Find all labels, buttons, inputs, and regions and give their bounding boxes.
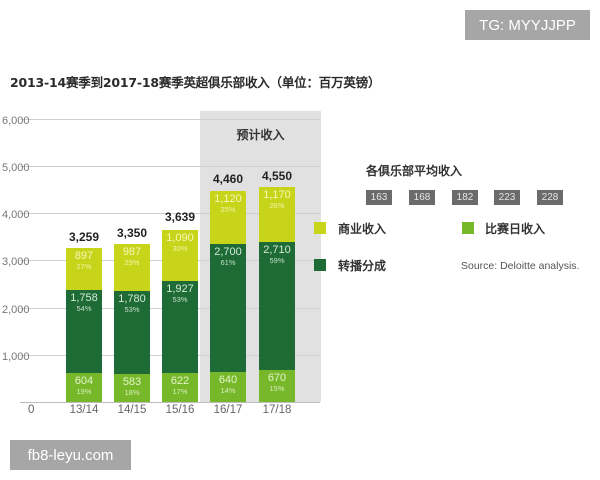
segment-broadcasting: 1,780 53% <box>114 291 150 374</box>
segment-value: 1,090 <box>166 232 194 244</box>
gridline-6000 <box>20 119 320 120</box>
segment-percent: 14% <box>220 386 236 395</box>
segment-value: 604 <box>74 375 94 387</box>
x-tick-14-15: 14/15 <box>117 404 147 416</box>
bar-16-17: 1,120 25% 2,700 61% 640 14% <box>210 191 246 402</box>
watermark-top-right: TG: MYYJJPP <box>465 10 590 40</box>
segment-commercial: 1,170 26% <box>259 187 295 242</box>
segment-matchday: 583 18% <box>114 374 150 402</box>
segment-percent: 30% <box>172 244 188 253</box>
y-tick-6000: 6,000 <box>2 115 30 127</box>
segment-matchday: 640 14% <box>210 372 246 402</box>
bar-14-15: 987 29% 1,780 53% 583 18% <box>114 244 150 402</box>
source-note: Source: Deloitte analysis. <box>461 260 580 272</box>
x-tick-17-18: 17/18 <box>262 404 292 416</box>
bar-total-13-14: 3,259 <box>68 230 100 244</box>
y-tick-4000: 4,000 <box>2 209 30 221</box>
segment-percent: 19% <box>76 387 92 396</box>
segment-value: 897 <box>74 250 94 262</box>
y-tick-5000: 5,000 <box>2 162 30 174</box>
segment-value: 640 <box>218 374 238 386</box>
forecast-label: 预计收入 <box>236 128 285 142</box>
bar-total-16-17: 4,460 <box>212 172 244 186</box>
legend-swatch-broadcasting <box>314 259 326 271</box>
segment-percent: 53% <box>172 295 188 304</box>
y-tick-0: 0 <box>28 404 35 416</box>
legend-swatch-matchday <box>462 222 474 234</box>
legend-label-commercial: 商业收入 <box>338 222 387 236</box>
segment-broadcasting: 2,710 59% <box>259 242 295 370</box>
y-tick-2000: 2,000 <box>2 304 30 316</box>
average-revenue-title: 各俱乐部平均收入 <box>366 164 463 178</box>
segment-matchday: 604 19% <box>66 373 102 402</box>
gridline-4000 <box>20 213 320 214</box>
segment-value: 1,780 <box>118 293 146 305</box>
segment-percent: 53% <box>124 305 140 314</box>
segment-broadcasting: 1,758 54% <box>66 290 102 373</box>
bar-13-14: 897 27% 1,758 54% 604 19% <box>66 248 102 402</box>
bar-total-15-16: 3,639 <box>164 210 196 224</box>
segment-percent: 18% <box>124 388 140 397</box>
segment-value: 2,710 <box>263 244 291 256</box>
segment-value: 622 <box>170 375 190 387</box>
legend-swatch-commercial <box>314 222 326 234</box>
segment-percent: 29% <box>124 258 140 267</box>
segment-percent: 15% <box>269 384 285 393</box>
average-value-13-14: 163 <box>366 190 392 205</box>
segment-percent: 25% <box>220 205 236 214</box>
segment-percent: 54% <box>76 304 92 313</box>
segment-commercial: 1,090 30% <box>162 230 198 281</box>
average-value-14-15: 168 <box>409 190 435 205</box>
segment-commercial: 897 27% <box>66 248 102 290</box>
legend-label-broadcasting: 转播分成 <box>338 259 387 273</box>
segment-percent: 59% <box>269 256 285 265</box>
x-tick-15-16: 15/16 <box>165 404 195 416</box>
segment-value: 987 <box>122 246 142 258</box>
average-value-15-16: 182 <box>452 190 478 205</box>
bar-total-14-15: 3,350 <box>116 226 148 240</box>
y-tick-3000: 3,000 <box>2 256 30 268</box>
watermark-bottom-left: fb8-leyu.com <box>10 440 131 470</box>
segment-matchday: 670 15% <box>259 370 295 402</box>
x-axis-line <box>20 402 320 403</box>
segment-value: 1,758 <box>70 292 98 304</box>
legend-label-matchday: 比赛日收入 <box>485 222 546 236</box>
segment-commercial: 1,120 25% <box>210 191 246 244</box>
bar-total-17-18: 4,550 <box>261 169 293 183</box>
segment-percent: 61% <box>220 258 236 267</box>
x-tick-16-17: 16/17 <box>213 404 243 416</box>
segment-percent: 27% <box>76 262 92 271</box>
segment-value: 670 <box>267 372 287 384</box>
segment-percent: 26% <box>269 201 285 210</box>
segment-value: 1,120 <box>214 193 242 205</box>
bar-17-18: 1,170 26% 2,710 59% 670 15% <box>259 187 295 402</box>
segment-matchday: 622 17% <box>162 373 198 402</box>
segment-value: 1,927 <box>166 283 194 295</box>
segment-value: 1,170 <box>263 189 291 201</box>
segment-value: 2,700 <box>214 246 242 258</box>
y-tick-1000: 1,000 <box>2 351 30 363</box>
x-tick-13-14: 13/14 <box>69 404 99 416</box>
segment-broadcasting: 2,700 61% <box>210 244 246 372</box>
gridline-5000 <box>20 166 320 167</box>
bar-15-16: 1,090 30% 1,927 53% 622 17% <box>162 230 198 402</box>
average-value-17-18: 228 <box>537 190 563 205</box>
segment-value: 583 <box>122 376 142 388</box>
segment-broadcasting: 1,927 53% <box>162 281 198 373</box>
chart-title: 2013-14赛季到2017-18赛季英超俱乐部收入（单位：百万英镑） <box>10 75 381 90</box>
segment-percent: 17% <box>172 387 188 396</box>
average-value-16-17: 223 <box>494 190 520 205</box>
segment-commercial: 987 29% <box>114 244 150 291</box>
